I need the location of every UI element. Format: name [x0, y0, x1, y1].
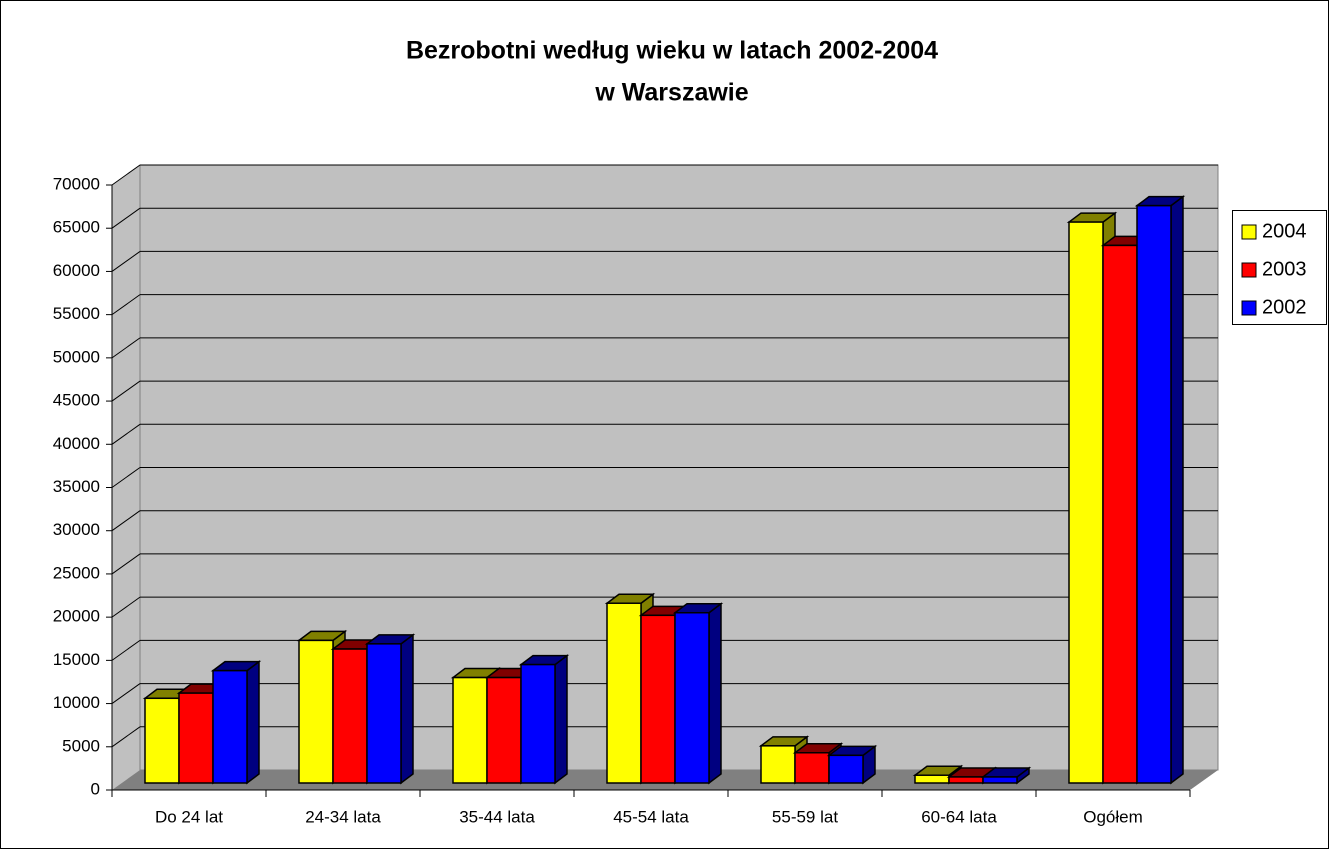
bar: [518, 654, 570, 785]
y-tick-label: 5000: [62, 736, 100, 755]
bar-side: [708, 602, 722, 785]
bar-front: [1102, 244, 1138, 784]
walls: [112, 165, 1218, 790]
bar-side: [400, 633, 414, 785]
bar: [826, 744, 878, 785]
bar: [1134, 195, 1186, 785]
bar-front: [298, 639, 334, 784]
legend-label: 2004: [1262, 220, 1307, 242]
bar-side: [554, 654, 568, 785]
y-tick-label: 65000: [53, 218, 100, 237]
x-tick-label: 35-44 lata: [459, 807, 535, 826]
grid-line: [111, 337, 141, 359]
x-tick-label: Do 24 lat: [155, 807, 223, 826]
bar-side: [246, 660, 260, 785]
grid-line: [111, 683, 141, 704]
grid-line: [111, 164, 141, 186]
grid-line: [111, 553, 141, 575]
y-tick-label: 60000: [53, 261, 100, 280]
y-tick-label: 25000: [53, 563, 100, 582]
x-tick-label: 24-34 lata: [305, 807, 381, 826]
bar: [672, 602, 724, 785]
grid-line: [111, 726, 141, 748]
grid-line: [111, 467, 141, 488]
legend-swatch: [1241, 300, 1257, 316]
legend-label: 2002: [1262, 296, 1307, 318]
bar-front: [332, 648, 368, 784]
y-tick-label: 45000: [53, 391, 100, 410]
grid-line: [111, 380, 141, 402]
x-tick-label: 55-59 lat: [772, 807, 838, 826]
bar-front: [948, 776, 984, 784]
bar-front: [794, 752, 830, 784]
y-tick-label: 50000: [53, 347, 100, 366]
bar-front: [366, 643, 402, 784]
grid-line: [111, 510, 141, 532]
y-tick-label: 70000: [53, 174, 100, 193]
y-tick-label: 55000: [53, 304, 100, 323]
bar-front: [914, 774, 950, 784]
grid-line: [111, 639, 141, 661]
bar-front: [452, 676, 488, 784]
bar: [980, 766, 1032, 785]
grid-line: [111, 207, 141, 229]
bar-front: [760, 745, 796, 784]
chart-title: Bezrobotni według wieku w latach 2002-20…: [406, 37, 938, 65]
bar-front: [982, 776, 1018, 784]
bar-front: [486, 676, 522, 784]
grid-line: [111, 596, 141, 618]
y-tick-label: 30000: [53, 520, 100, 539]
chart-title: w Warszawie: [594, 79, 748, 107]
bar-front: [1136, 204, 1172, 784]
bar: [364, 633, 416, 785]
bar-front: [606, 602, 642, 784]
bar-front: [212, 669, 248, 784]
grid-line: [111, 294, 141, 316]
x-tick-label: 60-64 lata: [921, 807, 997, 826]
bar-front: [144, 697, 180, 784]
bar-front: [640, 614, 676, 784]
grid-line: [111, 423, 141, 445]
y-tick-label: 15000: [53, 650, 100, 669]
bar-side: [1170, 195, 1184, 785]
y-tick-label: 20000: [53, 607, 100, 626]
bar-front: [828, 754, 864, 784]
y-tick-label: 10000: [53, 693, 100, 712]
x-tick-label: 45-54 lata: [613, 807, 689, 826]
grid-line: [111, 251, 141, 272]
legend-label: 2003: [1262, 258, 1307, 280]
y-tick-label: 35000: [53, 477, 100, 496]
y-tick-label: 0: [91, 779, 100, 798]
legend-swatch: [1241, 262, 1257, 278]
y-tick-label: 40000: [53, 434, 100, 453]
bar-front: [520, 663, 556, 784]
bar-front: [1068, 221, 1104, 784]
x-tick-label: Ogółem: [1083, 807, 1143, 826]
bar-front: [674, 611, 710, 784]
bar: [210, 660, 262, 785]
bar-front: [178, 692, 214, 784]
legend-swatch: [1241, 224, 1257, 240]
bar: [1100, 234, 1152, 785]
